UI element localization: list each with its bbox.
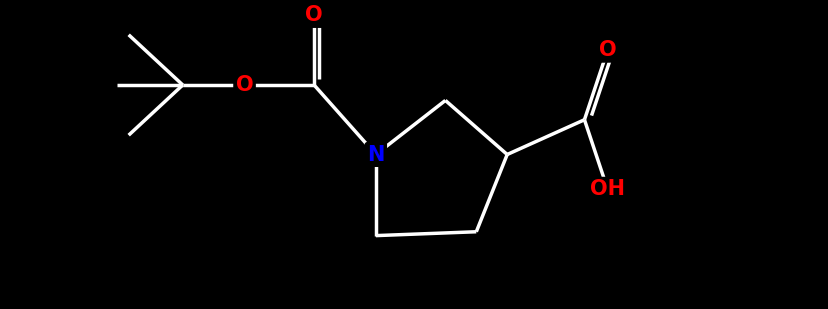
Text: O: O — [235, 75, 253, 95]
Text: N: N — [367, 145, 384, 164]
Text: OH: OH — [590, 179, 624, 199]
Text: O: O — [598, 40, 616, 60]
Text: O: O — [305, 6, 322, 25]
